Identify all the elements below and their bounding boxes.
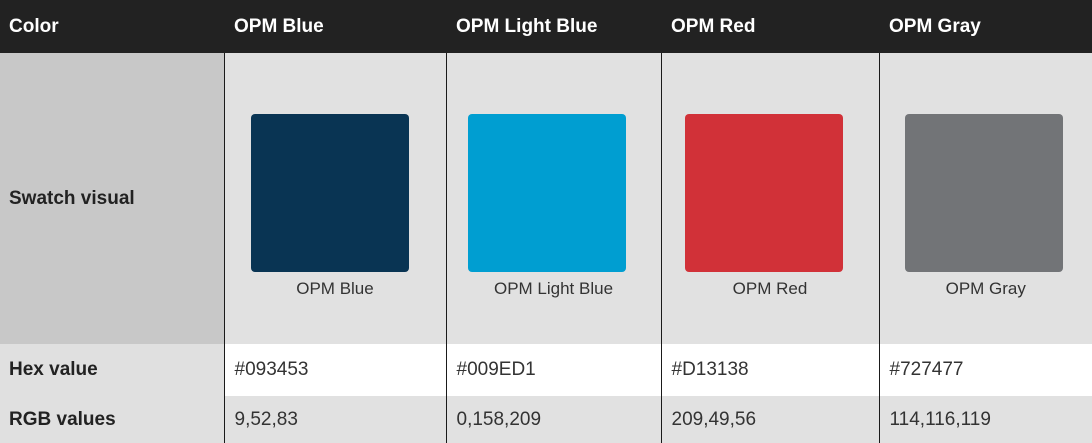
header-opm-red: OPM Red xyxy=(661,0,879,53)
rgb-value: 0,158,209 xyxy=(446,396,662,443)
hex-row: Hex value #093453 #009ED1 #D13138 #72747… xyxy=(0,344,1092,396)
swatch-caption: OPM Red xyxy=(732,279,808,298)
header-opm-light-blue: OPM Light Blue xyxy=(446,0,661,53)
swatch-cell-opm-light-blue: OPM Light Blue xyxy=(446,53,662,344)
hex-value: #727477 xyxy=(879,344,1092,396)
header-opm-gray: OPM Gray xyxy=(879,0,1092,53)
color-swatch-opm-red xyxy=(684,114,843,272)
swatch-cell-opm-gray: OPM Gray xyxy=(879,53,1092,344)
swatch-caption: OPM Light Blue xyxy=(493,279,614,298)
rgb-value: 9,52,83 xyxy=(224,396,447,443)
swatch-row: Swatch visual OPM Blue OPM Light Blue OP… xyxy=(0,53,1092,344)
hex-row-label: Hex value xyxy=(0,344,225,396)
swatch-cell-opm-red: OPM Red xyxy=(661,53,880,344)
swatch-cell-opm-blue: OPM Blue xyxy=(224,53,447,344)
rgb-value: 114,116,119 xyxy=(879,396,1092,443)
header-row: Color OPM Blue OPM Light Blue OPM Red OP… xyxy=(0,0,1092,53)
rgb-row: RGB values 9,52,83 0,158,209 209,49,56 1… xyxy=(0,396,1092,443)
color-swatch-opm-blue xyxy=(250,114,409,272)
rgb-row-label: RGB values xyxy=(0,396,225,443)
swatch-caption: OPM Gray xyxy=(945,279,1026,298)
header-color: Color xyxy=(0,0,224,53)
header-opm-blue: OPM Blue xyxy=(224,0,446,53)
swatch-row-label: Swatch visual xyxy=(0,53,225,344)
color-swatch-opm-light-blue xyxy=(467,114,626,272)
rgb-value: 209,49,56 xyxy=(661,396,880,443)
swatch-caption: OPM Blue xyxy=(296,279,374,298)
hex-value: #093453 xyxy=(224,344,447,396)
hex-value: #009ED1 xyxy=(446,344,662,396)
hex-value: #D13138 xyxy=(661,344,880,396)
color-swatch-opm-gray xyxy=(904,114,1063,272)
